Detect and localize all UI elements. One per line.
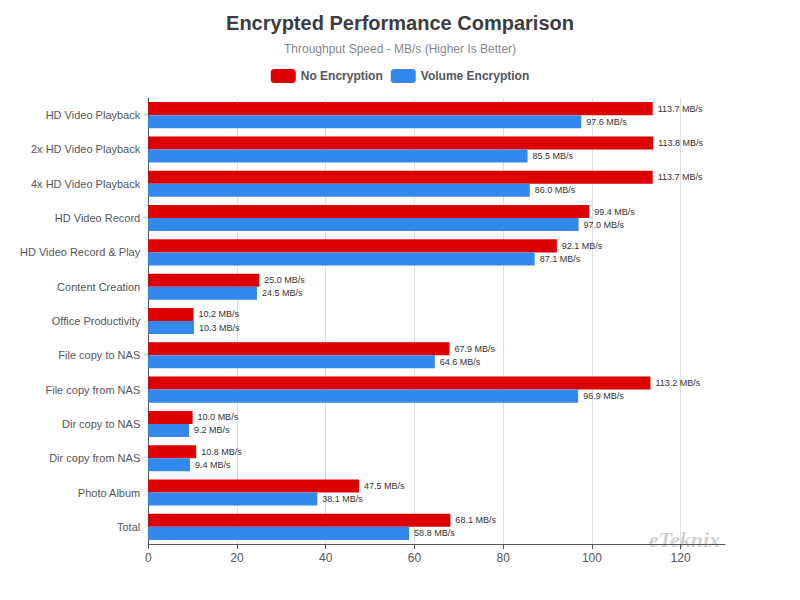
svg-text:No Encryption: No Encryption xyxy=(301,69,383,83)
svg-text:60: 60 xyxy=(408,551,422,565)
svg-text:9.2 MB/s: 9.2 MB/s xyxy=(194,425,230,435)
svg-text:67.9 MB/s: 67.9 MB/s xyxy=(454,344,495,354)
svg-text:Office Productivity: Office Productivity xyxy=(52,315,141,327)
svg-text:9.4 MB/s: 9.4 MB/s xyxy=(195,460,231,470)
svg-text:40: 40 xyxy=(319,551,333,565)
svg-text:10.3 MB/s: 10.3 MB/s xyxy=(199,323,240,333)
svg-text:Total: Total xyxy=(117,521,140,533)
svg-text:10.2 MB/s: 10.2 MB/s xyxy=(198,309,239,319)
svg-text:47.5 MB/s: 47.5 MB/s xyxy=(364,481,405,491)
svg-text:96.9 MB/s: 96.9 MB/s xyxy=(583,391,624,401)
svg-text:20: 20 xyxy=(230,551,244,565)
svg-text:113.7 MB/s: 113.7 MB/s xyxy=(658,104,703,114)
svg-text:10.0 MB/s: 10.0 MB/s xyxy=(198,412,239,422)
svg-text:4x HD Video Playback: 4x HD Video Playback xyxy=(31,178,141,190)
svg-text:97.6 MB/s: 97.6 MB/s xyxy=(586,117,627,127)
svg-text:87.1 MB/s: 87.1 MB/s xyxy=(540,254,581,264)
svg-text:Encrypted Performance Comparis: Encrypted Performance Comparison xyxy=(226,12,574,34)
svg-text:Dir copy to NAS: Dir copy to NAS xyxy=(62,418,140,430)
svg-text:113.2 MB/s: 113.2 MB/s xyxy=(655,378,700,388)
svg-text:80: 80 xyxy=(496,551,510,565)
svg-text:85.5 MB/s: 85.5 MB/s xyxy=(533,151,574,161)
svg-text:10.8 MB/s: 10.8 MB/s xyxy=(201,447,242,457)
svg-text:2x HD Video Playback: 2x HD Video Playback xyxy=(31,143,141,155)
svg-text:Throughput Speed - MB/s (Highe: Throughput Speed - MB/s (Higher Is Bette… xyxy=(284,42,516,56)
svg-text:113.8 MB/s: 113.8 MB/s xyxy=(658,138,703,148)
svg-text:Volume Encryption: Volume Encryption xyxy=(421,69,529,83)
svg-text:25.0 MB/s: 25.0 MB/s xyxy=(264,275,305,285)
svg-text:120: 120 xyxy=(671,551,691,565)
svg-text:97.0 MB/s: 97.0 MB/s xyxy=(584,220,625,230)
svg-text:HD Video Record & Play: HD Video Record & Play xyxy=(20,246,141,258)
svg-text:HD Video Record: HD Video Record xyxy=(55,212,140,224)
svg-text:HD Video Playback: HD Video Playback xyxy=(46,109,141,121)
svg-text:68.1 MB/s: 68.1 MB/s xyxy=(455,515,496,525)
svg-text:100: 100 xyxy=(582,551,602,565)
svg-text:99.4 MB/s: 99.4 MB/s xyxy=(594,207,635,217)
svg-text:Content Creation: Content Creation xyxy=(57,281,140,293)
svg-text:113.7 MB/s: 113.7 MB/s xyxy=(658,172,703,182)
svg-text:Dir copy from NAS: Dir copy from NAS xyxy=(49,452,140,464)
svg-text:File copy from NAS: File copy from NAS xyxy=(45,384,140,396)
svg-text:58.8 MB/s: 58.8 MB/s xyxy=(414,528,455,538)
svg-text:Photo Album: Photo Album xyxy=(78,487,140,499)
svg-text:38.1 MB/s: 38.1 MB/s xyxy=(322,494,363,504)
svg-text:eTeknix: eTeknix xyxy=(649,527,720,552)
svg-text:File copy to NAS: File copy to NAS xyxy=(58,349,140,361)
svg-text:92.1 MB/s: 92.1 MB/s xyxy=(562,241,603,251)
svg-text:86.0 MB/s: 86.0 MB/s xyxy=(535,185,576,195)
svg-text:0: 0 xyxy=(145,551,152,565)
svg-text:24.5 MB/s: 24.5 MB/s xyxy=(262,288,303,298)
svg-text:64.6 MB/s: 64.6 MB/s xyxy=(440,357,481,367)
